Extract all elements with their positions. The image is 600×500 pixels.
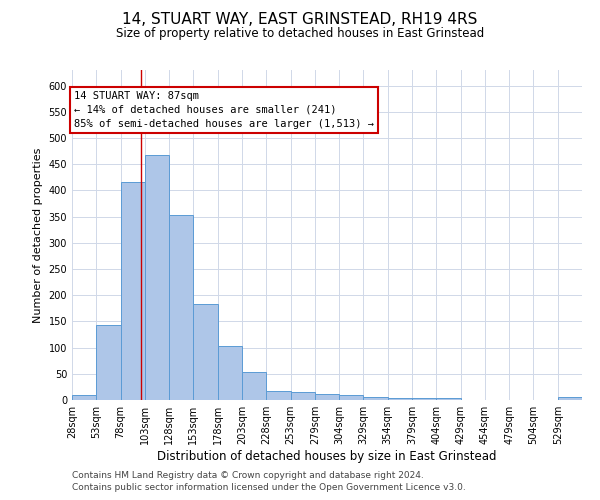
Text: Size of property relative to detached houses in East Grinstead: Size of property relative to detached ho… [116, 28, 484, 40]
Bar [436, 398, 461, 400]
Bar [388, 398, 412, 400]
Y-axis label: Number of detached properties: Number of detached properties [33, 148, 43, 322]
Text: 14, STUART WAY, EAST GRINSTEAD, RH19 4RS: 14, STUART WAY, EAST GRINSTEAD, RH19 4RS [122, 12, 478, 28]
Bar [339, 396, 364, 400]
Bar [169, 214, 193, 400]
Bar [218, 346, 242, 400]
Text: Contains public sector information licensed under the Open Government Licence v3: Contains public sector information licen… [72, 484, 466, 492]
Text: 14 STUART WAY: 87sqm
← 14% of detached houses are smaller (241)
85% of semi-deta: 14 STUART WAY: 87sqm ← 14% of detached h… [74, 91, 374, 129]
Bar [412, 398, 436, 400]
Bar [290, 392, 315, 400]
Bar [558, 397, 582, 400]
Bar [145, 155, 169, 400]
Bar [121, 182, 145, 400]
Bar [96, 325, 121, 400]
Bar [242, 372, 266, 400]
X-axis label: Distribution of detached houses by size in East Grinstead: Distribution of detached houses by size … [157, 450, 497, 463]
Text: Contains HM Land Registry data © Crown copyright and database right 2024.: Contains HM Land Registry data © Crown c… [72, 471, 424, 480]
Bar [364, 397, 388, 400]
Bar [315, 394, 339, 400]
Bar [72, 395, 96, 400]
Bar [193, 304, 218, 400]
Bar [266, 390, 290, 400]
